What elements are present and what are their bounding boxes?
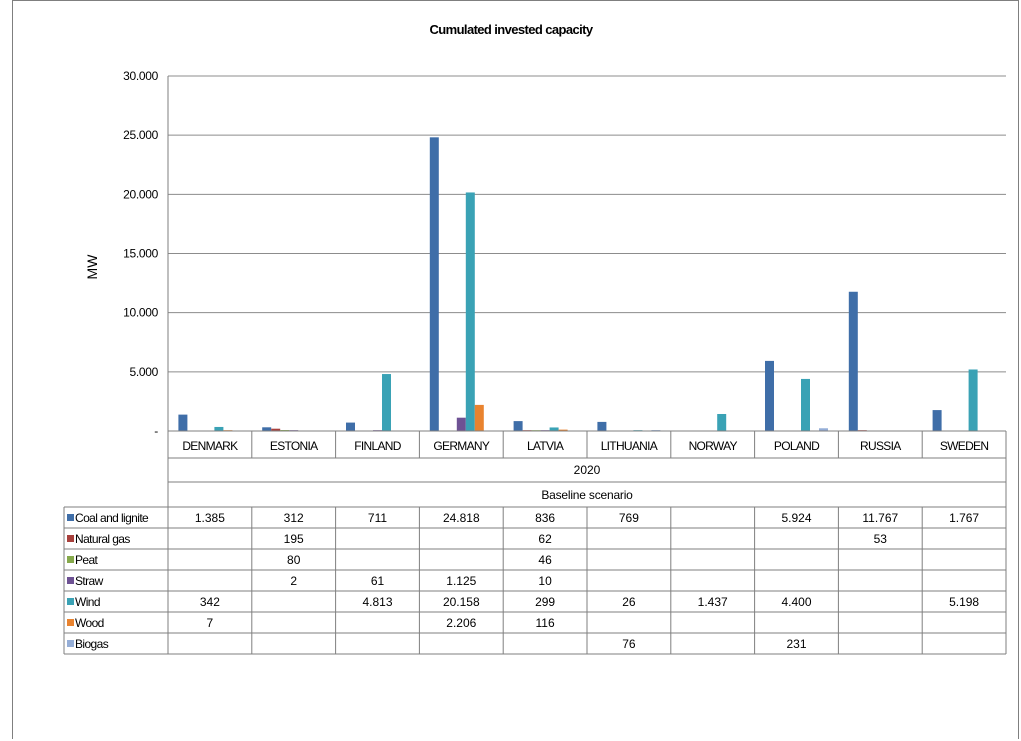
data-label: 2 bbox=[290, 574, 297, 588]
bar bbox=[558, 429, 568, 431]
bar bbox=[801, 378, 810, 431]
data-label: 231 bbox=[786, 637, 806, 651]
data-label: 2.206 bbox=[446, 616, 476, 630]
data-label: 1.125 bbox=[446, 574, 476, 588]
bar bbox=[717, 413, 727, 431]
data-label: 4.813 bbox=[362, 595, 392, 609]
bar bbox=[456, 417, 466, 431]
data-label: 76 bbox=[622, 637, 636, 651]
legend-swatch bbox=[67, 535, 74, 542]
data-label: 4.400 bbox=[781, 595, 811, 609]
legend-label: Biogas bbox=[75, 637, 109, 651]
x-tick-label: LITHUANIA bbox=[601, 439, 658, 453]
x-tick-label: FINLAND bbox=[354, 439, 401, 453]
x-tick-label: SWEDEN bbox=[940, 439, 989, 453]
x-tick-label: RUSSIA bbox=[860, 439, 901, 453]
bar bbox=[178, 414, 188, 431]
legend-swatch bbox=[67, 640, 74, 647]
data-label: 342 bbox=[200, 595, 220, 609]
scenario-label: Baseline scenario bbox=[541, 488, 633, 502]
y-tick-label: 25.000 bbox=[123, 128, 159, 142]
data-label: 1.767 bbox=[949, 511, 979, 525]
x-tick-label: POLAND bbox=[774, 439, 820, 453]
bar bbox=[549, 427, 559, 431]
data-label: 26 bbox=[622, 595, 636, 609]
legend-swatch bbox=[67, 514, 74, 521]
data-label: 5.198 bbox=[949, 595, 979, 609]
bar bbox=[819, 428, 828, 431]
data-label: 24.818 bbox=[443, 511, 480, 525]
data-label: 20.158 bbox=[443, 595, 480, 609]
data-label: 7 bbox=[207, 616, 214, 630]
data-label: 5.924 bbox=[781, 511, 811, 525]
legend-label: Wood bbox=[75, 616, 104, 630]
legend-label: Straw bbox=[75, 574, 104, 588]
y-tick-label: 20.000 bbox=[123, 187, 159, 201]
y-tick-label: 30.000 bbox=[123, 69, 159, 83]
data-label: 195 bbox=[284, 532, 304, 546]
bar bbox=[346, 422, 355, 431]
bar bbox=[848, 291, 858, 431]
bar bbox=[382, 374, 391, 431]
legend-swatch bbox=[67, 619, 74, 626]
bar bbox=[513, 421, 523, 431]
data-label: 1.385 bbox=[195, 511, 225, 525]
bar bbox=[429, 137, 439, 432]
bar bbox=[765, 360, 774, 431]
data-label: 116 bbox=[536, 616, 555, 630]
chart-title: Cumulated invested capacity bbox=[430, 22, 594, 37]
bar bbox=[271, 428, 281, 431]
y-tick-label: 5.000 bbox=[129, 365, 158, 379]
y-tick-label: 10.000 bbox=[123, 306, 159, 320]
bar bbox=[968, 369, 978, 431]
data-label: 46 bbox=[538, 553, 552, 567]
data-label: 312 bbox=[284, 511, 304, 525]
x-tick-label: ESTONIA bbox=[270, 439, 318, 453]
data-label: 1.437 bbox=[698, 595, 728, 609]
x-tick-label: DENMARK bbox=[182, 439, 238, 453]
legend-label: Natural gas bbox=[75, 532, 130, 546]
bar bbox=[262, 427, 272, 431]
data-label: 769 bbox=[619, 511, 639, 525]
legend-swatch bbox=[67, 577, 74, 584]
y-tick-label: - bbox=[154, 424, 158, 438]
data-label: 80 bbox=[287, 553, 301, 567]
x-tick-label: NORWAY bbox=[689, 439, 738, 453]
data-label: 10 bbox=[538, 574, 552, 588]
data-label: 299 bbox=[535, 595, 555, 609]
x-tick-label: GERMANY bbox=[433, 439, 489, 453]
x-tick-label: LATVIA bbox=[527, 439, 564, 453]
data-label: 53 bbox=[874, 532, 888, 546]
bar bbox=[214, 426, 224, 431]
data-label: 836 bbox=[535, 511, 555, 525]
y-tick-label: 15.000 bbox=[123, 247, 159, 261]
legend-swatch bbox=[67, 556, 74, 563]
data-label: 62 bbox=[538, 532, 552, 546]
legend-label: Wind bbox=[75, 595, 100, 609]
chart-frame bbox=[12, 0, 1019, 739]
bar bbox=[932, 410, 942, 431]
bar bbox=[597, 421, 607, 431]
data-label: 11.767 bbox=[862, 511, 898, 525]
legend-swatch bbox=[67, 598, 74, 605]
data-label: 711 bbox=[368, 511, 387, 525]
year-label: 2020 bbox=[574, 463, 601, 477]
y-axis-label: MW bbox=[84, 254, 100, 280]
data-label: 61 bbox=[371, 574, 385, 588]
legend-label: Coal and lignite bbox=[75, 511, 149, 525]
bar bbox=[474, 404, 484, 431]
legend-label: Peat bbox=[75, 553, 99, 567]
bar bbox=[465, 192, 475, 431]
